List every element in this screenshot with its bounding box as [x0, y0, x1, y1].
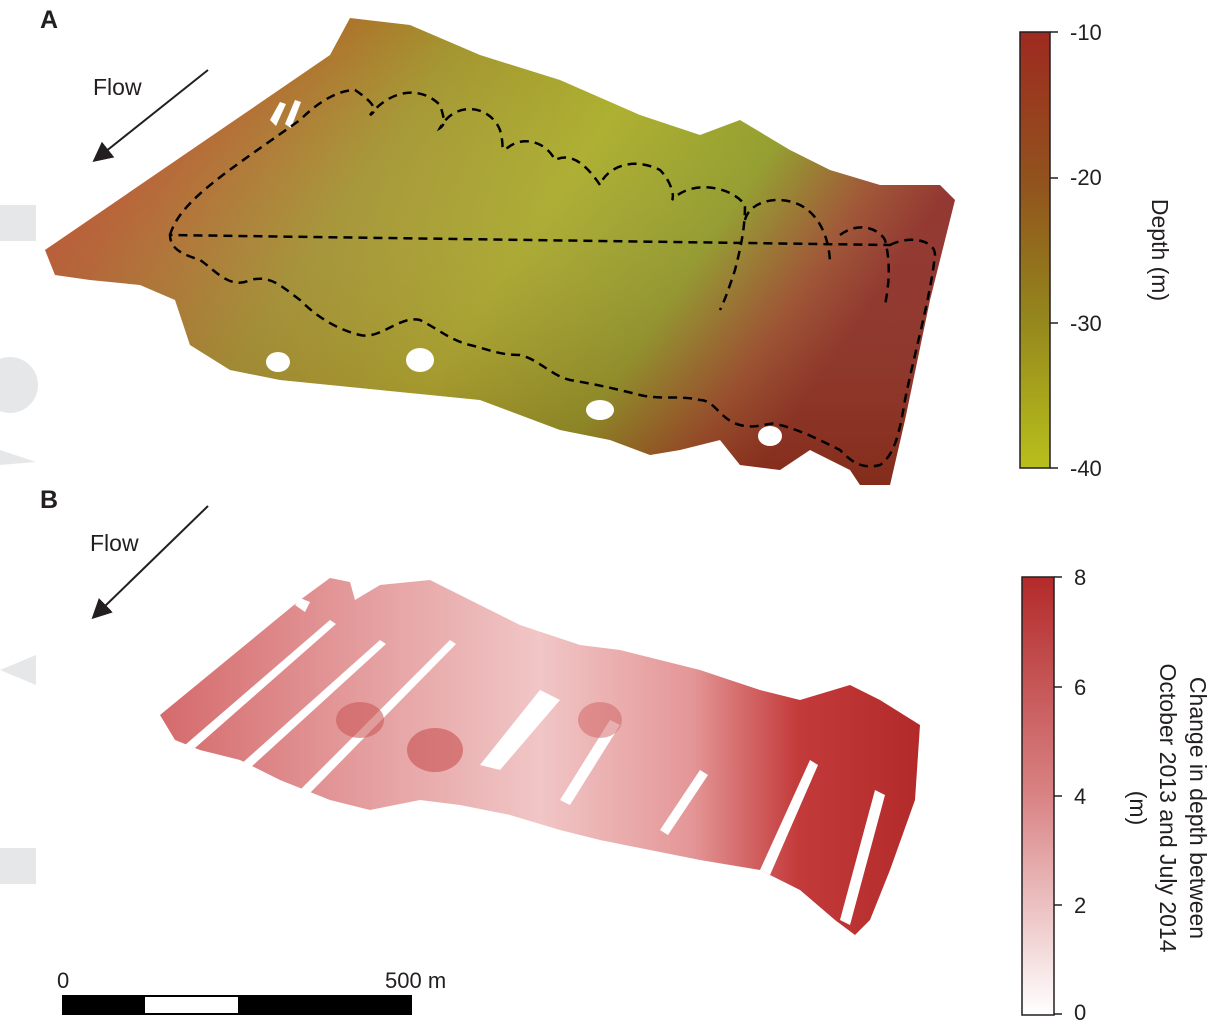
flow-arrow-b	[91, 505, 209, 620]
edge-mark	[0, 205, 36, 241]
change-colorbar-title-line: October 2013 and July 2014	[1155, 663, 1181, 953]
depth-colorbar-title: Depth (m)	[1147, 198, 1173, 302]
depth-tick-label: -40	[1070, 456, 1102, 481]
change-tick-label: 8	[1074, 565, 1087, 590]
change-tick-label: 0	[1074, 1000, 1087, 1025]
edge-mark	[0, 848, 36, 884]
change-tick-label: 2	[1074, 893, 1087, 918]
depth-tick-label: -20	[1070, 165, 1102, 190]
depth-tick-label: -30	[1070, 311, 1102, 336]
scale-bar-end-label: 500 m	[385, 968, 447, 993]
edge-mark	[0, 357, 38, 413]
bathymetry-surface	[45, 18, 955, 485]
scale-bar	[62, 995, 412, 1015]
depth-change-surface	[160, 578, 920, 935]
flow-arrow-a	[92, 69, 209, 162]
change-colorbar	[1021, 576, 1055, 1016]
panel-label-b: B	[40, 486, 59, 514]
flow-label-a: Flow	[93, 74, 142, 100]
flow-label-b: Flow	[90, 530, 139, 556]
depth-colorbar	[1019, 31, 1051, 469]
edge-mark	[0, 450, 36, 465]
depth-tick-label: -10	[1070, 20, 1102, 45]
change-colorbar-title: Change in depth between October 2013 and…	[1117, 618, 1213, 998]
panel-label-a: A	[40, 6, 59, 34]
study-area-outline	[168, 88, 937, 468]
change-tick-label: 6	[1074, 675, 1087, 700]
edge-mark	[0, 655, 36, 685]
change-colorbar-title-line: Change in depth between	[1185, 676, 1211, 940]
change-tick-label: 4	[1074, 784, 1087, 809]
change-colorbar-title-line: (m)	[1125, 790, 1151, 826]
scale-bar-start-label: 0	[57, 968, 70, 993]
